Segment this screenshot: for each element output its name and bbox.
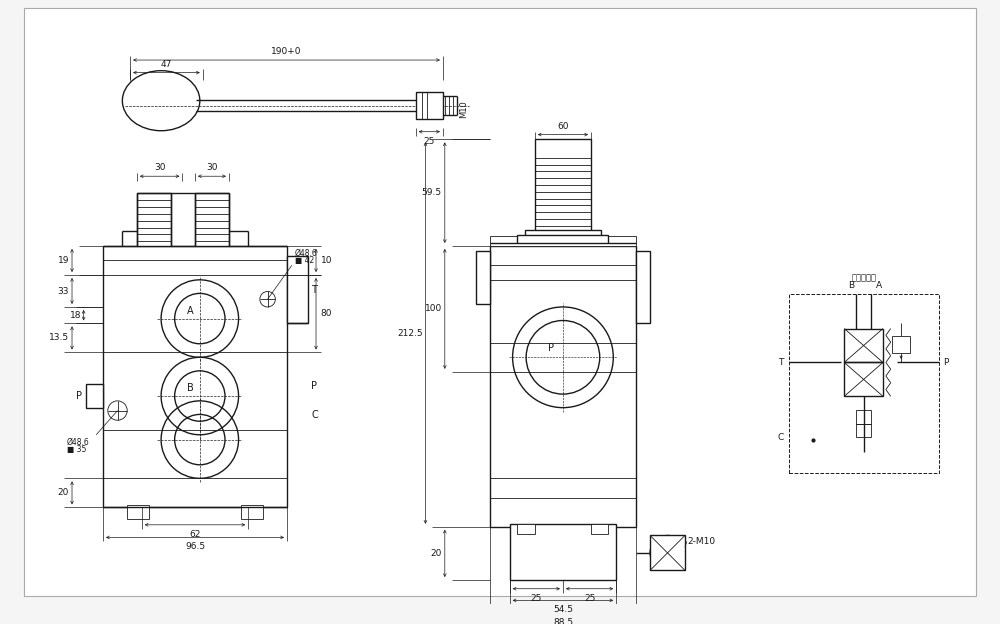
Text: ■ 35: ■ 35 (67, 445, 87, 454)
Ellipse shape (122, 71, 200, 130)
Text: P: P (311, 381, 317, 391)
Text: ■ 42: ■ 42 (295, 256, 314, 265)
Bar (892, 336, 910, 353)
Text: P: P (548, 343, 554, 353)
Text: 96.5: 96.5 (185, 542, 205, 551)
Text: 19: 19 (58, 256, 69, 265)
Text: B: B (849, 281, 855, 290)
Bar (476, 251, 490, 304)
Text: Ø48.6: Ø48.6 (67, 437, 90, 446)
Bar (636, 251, 650, 323)
Text: 25: 25 (424, 137, 435, 145)
Bar (517, 524, 535, 534)
Bar (241, 505, 263, 519)
Text: 30: 30 (206, 163, 218, 172)
Bar (490, 246, 636, 527)
Text: 54.5: 54.5 (553, 605, 573, 614)
Text: 25: 25 (584, 593, 595, 603)
Text: 2-M10: 2-M10 (687, 537, 715, 546)
Text: 59.5: 59.5 (422, 188, 442, 197)
Bar (490, 236, 636, 246)
Bar (517, 235, 608, 243)
Text: 62: 62 (189, 530, 201, 539)
Bar (856, 424, 871, 437)
Bar (591, 524, 608, 534)
Bar (137, 193, 171, 246)
Text: 190+0: 190+0 (271, 47, 302, 56)
Bar (844, 363, 883, 396)
Text: 60: 60 (557, 122, 569, 130)
Text: T: T (778, 358, 784, 367)
Bar (86, 384, 103, 407)
Bar (416, 92, 443, 119)
Bar (535, 139, 591, 236)
Text: 18: 18 (70, 311, 82, 320)
Bar (789, 295, 939, 474)
Text: Ø48.6: Ø48.6 (295, 248, 317, 258)
Text: 20: 20 (58, 489, 69, 497)
Text: B: B (187, 383, 194, 393)
Bar (525, 230, 601, 238)
Text: A: A (876, 281, 882, 290)
Text: C: C (311, 411, 318, 421)
Text: A: A (187, 306, 193, 316)
Text: 212.5: 212.5 (397, 329, 423, 338)
Text: 液压原理图: 液压原理图 (851, 274, 876, 283)
Bar (287, 256, 308, 323)
Text: C: C (777, 433, 784, 442)
Text: T: T (311, 285, 317, 295)
Text: M10: M10 (459, 100, 468, 119)
Bar (856, 411, 871, 424)
Text: 80: 80 (321, 310, 332, 318)
Bar (195, 193, 229, 246)
Bar (127, 505, 149, 519)
Bar (510, 524, 616, 580)
Text: 30: 30 (154, 163, 165, 172)
Text: 33: 33 (58, 287, 69, 296)
Text: 25: 25 (531, 593, 542, 603)
Text: 88.5: 88.5 (553, 618, 573, 624)
Bar (844, 329, 883, 363)
Bar (650, 535, 685, 570)
Text: 10: 10 (321, 256, 332, 265)
Text: 100: 100 (425, 305, 442, 313)
Text: P: P (76, 391, 82, 401)
Bar (103, 246, 287, 507)
Text: 20: 20 (431, 549, 442, 558)
Text: 13.5: 13.5 (49, 333, 69, 343)
Text: P: P (943, 358, 949, 367)
Text: 47: 47 (161, 60, 172, 69)
